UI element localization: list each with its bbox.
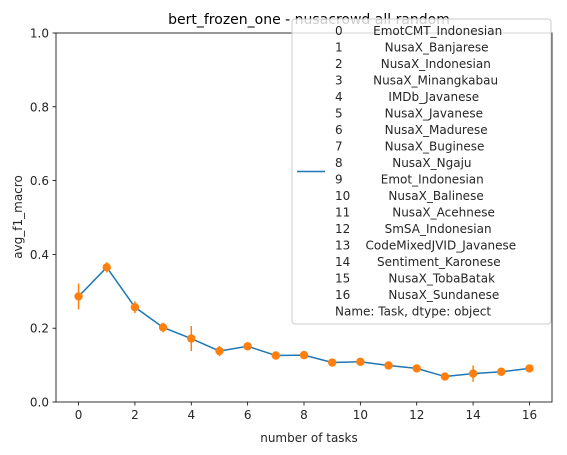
- data-point: [497, 367, 506, 376]
- legend-line: 8 NusaX_Ngaju: [335, 156, 472, 170]
- data-point: [299, 350, 309, 360]
- legend: 0 EmotCMT_Indonesian 1 NusaX_Banjarese 2 N…: [291, 18, 552, 325]
- legend-line: 5 NusaX_Javanese: [335, 107, 483, 121]
- plot-area: [74, 262, 534, 382]
- x-tick-label: 16: [522, 408, 537, 422]
- legend-line: 4 IMDb_Javanese: [335, 90, 479, 104]
- legend-line: 15 NusaX_TobaBatak: [335, 272, 495, 286]
- data-point: [468, 369, 478, 378]
- legend-line: 9 Emot_Indonesian: [335, 173, 484, 187]
- x-axis-title: number of tasks: [260, 431, 358, 445]
- x-tick-label: 10: [353, 408, 368, 422]
- x-tick-label: 4: [187, 408, 195, 422]
- legend-line: 7 NusaX_Buginese: [335, 140, 484, 154]
- x-tick-label: 14: [465, 408, 480, 422]
- y-axis-title: avg_f1_macro: [11, 175, 25, 259]
- legend-line: 16 NusaX_Sundanese: [335, 288, 499, 302]
- legend-label: 0 EmotCMT_Indonesian 1 NusaX_Banjarese 2 N…: [335, 24, 516, 319]
- data-point: [525, 364, 534, 373]
- y-tick-label: 0.4: [30, 248, 49, 262]
- data-point: [384, 361, 393, 370]
- legend-line: 3 NusaX_Minangkabau: [335, 74, 498, 88]
- legend-line: 12 SmSA_Indonesian: [335, 222, 492, 236]
- y-tick-label: 0.0: [30, 396, 49, 410]
- legend-line: 2 NusaX_Indonesian: [335, 57, 491, 71]
- data-point: [187, 334, 196, 343]
- legend-line: 11 NusaX_Acehnese: [335, 206, 495, 220]
- y-tick-label: 0.2: [30, 322, 49, 336]
- legend-line: 10 NusaX_Balinese: [335, 189, 484, 203]
- x-tick-label: 2: [131, 408, 139, 422]
- legend-line: Name: Task, dtype: object: [335, 305, 491, 319]
- legend-line: 14 Sentiment_Karonese: [335, 255, 501, 269]
- y-tick-label: 0.6: [30, 174, 49, 188]
- data-point: [356, 357, 365, 366]
- data-point: [130, 302, 140, 312]
- legend-box: [291, 18, 552, 325]
- data-point: [243, 342, 252, 351]
- axis-ticks: 0 2 4 6 8 10 12 14 16 0.0 0.2 0.4 0.6 0.8 1.0: [30, 27, 537, 423]
- data-point: [271, 351, 281, 360]
- legend-line: 1 NusaX_Banjarese: [335, 41, 489, 55]
- data-point: [440, 372, 450, 381]
- x-tick-label: 6: [244, 408, 252, 422]
- y-tick-label: 1.0: [30, 27, 49, 41]
- x-tick-label: 0: [75, 408, 83, 422]
- data-point: [102, 263, 111, 272]
- x-tick-label: 8: [300, 408, 308, 422]
- legend-line: 13 CodeMixedJVID_Javanese: [335, 239, 516, 253]
- legend-line: 0 EmotCMT_Indonesian: [335, 24, 502, 38]
- x-tick-label: 12: [409, 408, 424, 422]
- data-point: [74, 292, 83, 301]
- y-tick-label: 0.8: [30, 100, 49, 114]
- data-point: [158, 323, 168, 332]
- data-point: [215, 346, 224, 356]
- legend-line: 6 NusaX_Madurese: [335, 123, 488, 137]
- data-point: [412, 364, 421, 373]
- data-point: [327, 358, 337, 367]
